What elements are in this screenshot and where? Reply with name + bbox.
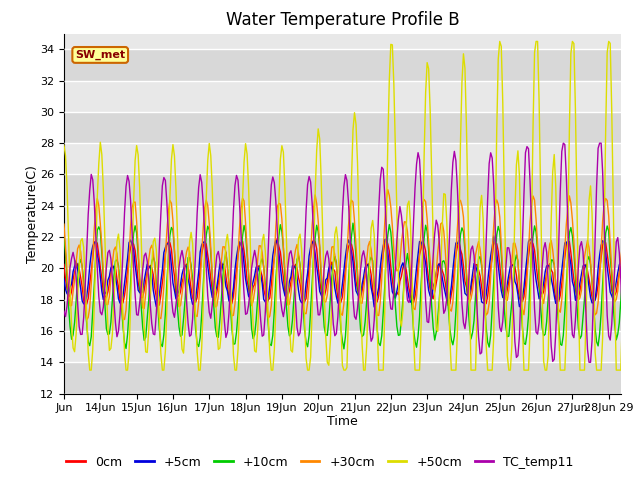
0cm	[522, 282, 529, 288]
+10cm	[278, 228, 285, 234]
Legend: 0cm, +5cm, +10cm, +30cm, +50cm, TC_temp11: 0cm, +5cm, +10cm, +30cm, +50cm, TC_temp1…	[61, 451, 579, 474]
TC_temp11	[618, 316, 626, 322]
+10cm	[60, 233, 68, 239]
+10cm	[157, 341, 164, 347]
+10cm	[470, 318, 478, 324]
0cm	[227, 303, 234, 309]
+10cm	[340, 346, 348, 352]
0cm	[470, 273, 478, 279]
Title: Water Temperature Profile B: Water Temperature Profile B	[225, 11, 460, 29]
+50cm	[285, 323, 293, 328]
Line: TC_temp11: TC_temp11	[64, 143, 622, 362]
Bar	[64, 206, 621, 237]
Bar	[64, 81, 621, 112]
TC_temp11	[157, 212, 164, 217]
Line: +10cm: +10cm	[64, 223, 622, 349]
+30cm	[618, 243, 626, 249]
0cm	[618, 264, 626, 269]
+30cm	[280, 245, 287, 251]
Line: +30cm: +30cm	[64, 190, 622, 320]
0cm	[157, 292, 164, 298]
+50cm	[618, 316, 626, 322]
TC_temp11	[60, 308, 68, 314]
+50cm	[60, 143, 68, 148]
Line: 0cm: 0cm	[64, 238, 622, 306]
+5cm	[278, 277, 285, 283]
Bar	[64, 268, 621, 300]
TC_temp11	[546, 311, 554, 316]
Line: +50cm: +50cm	[64, 41, 622, 370]
+5cm	[60, 276, 68, 282]
TC_temp11	[585, 360, 593, 365]
+5cm	[468, 271, 476, 277]
+10cm	[284, 324, 292, 329]
+30cm	[384, 187, 392, 192]
Bar	[64, 174, 621, 206]
+50cm	[86, 367, 93, 373]
+30cm	[522, 297, 529, 303]
Bar	[64, 237, 621, 268]
0cm	[287, 279, 295, 285]
Line: +5cm: +5cm	[64, 236, 622, 307]
0cm	[60, 262, 68, 267]
0cm	[281, 290, 289, 296]
+30cm	[549, 247, 557, 253]
+30cm	[60, 221, 68, 227]
TC_temp11	[518, 240, 526, 245]
+30cm	[285, 301, 293, 307]
Bar	[64, 331, 621, 362]
Bar	[64, 362, 621, 394]
TC_temp11	[284, 264, 292, 269]
0cm	[549, 270, 557, 276]
+5cm	[157, 279, 164, 285]
+50cm	[468, 367, 476, 373]
0cm	[273, 235, 281, 241]
TC_temp11	[559, 140, 567, 146]
+5cm	[618, 264, 626, 269]
TC_temp11	[467, 247, 475, 252]
+50cm	[549, 168, 557, 174]
+30cm	[159, 303, 166, 309]
Bar	[64, 143, 621, 174]
+10cm	[349, 220, 357, 226]
Text: SW_met: SW_met	[75, 50, 125, 60]
+5cm	[490, 233, 497, 239]
+5cm	[371, 304, 378, 310]
Bar	[64, 300, 621, 331]
+5cm	[284, 288, 292, 294]
+10cm	[618, 271, 626, 277]
+10cm	[549, 257, 557, 263]
Y-axis label: Temperature(C): Temperature(C)	[26, 165, 38, 263]
+30cm	[470, 274, 478, 280]
+5cm	[522, 268, 529, 274]
Bar	[64, 49, 621, 81]
+10cm	[522, 341, 529, 347]
+50cm	[496, 38, 504, 44]
+50cm	[280, 149, 287, 155]
+5cm	[549, 283, 557, 289]
TC_temp11	[278, 307, 285, 313]
X-axis label: Time: Time	[327, 415, 358, 428]
+50cm	[159, 367, 166, 373]
+30cm	[83, 317, 90, 323]
Bar	[64, 112, 621, 143]
+50cm	[522, 367, 529, 373]
